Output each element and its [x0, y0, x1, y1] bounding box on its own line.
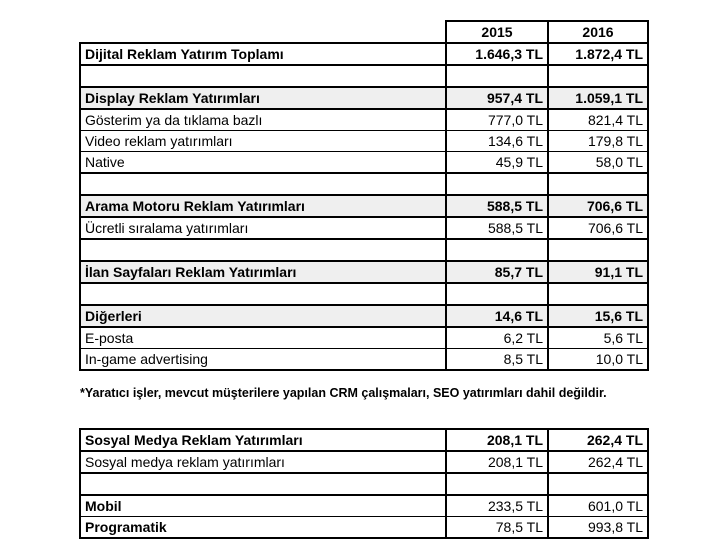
row-2015: 588,5 TL: [445, 217, 549, 240]
row-2015: 208,1 TL: [445, 451, 549, 474]
display-2016: 1.059,1 TL: [547, 86, 649, 110]
search-row: Arama Motoru Reklam Yatırımları 588,5 TL…: [79, 194, 649, 218]
table-row: In-game advertising 8,5 TL 10,0 TL: [79, 348, 649, 371]
social-row: Sosyal Medya Reklam Yatırımları 208,1 TL…: [79, 428, 649, 452]
programmatic-2016: 993,8 TL: [547, 516, 649, 539]
search-2015: 588,5 TL: [445, 194, 549, 218]
total-row: Dijital Reklam Yatırım Toplamı 1.646,3 T…: [79, 42, 649, 66]
table-row: Sosyal medya reklam yatırımları 208,1 TL…: [79, 451, 649, 474]
mobile-label: Mobil: [79, 494, 447, 517]
programmatic-2015: 78,5 TL: [445, 516, 549, 539]
total-2015: 1.646,3 TL: [445, 42, 549, 66]
row-label: Gösterim ya da tıklama bazlı: [79, 109, 447, 131]
table-row: Video reklam yatırımları 134,6 TL 179,8 …: [79, 130, 649, 152]
spacer-row: [79, 173, 649, 195]
row-2016: 179,8 TL: [547, 130, 649, 152]
row-2016: 5,6 TL: [547, 327, 649, 349]
classifieds-2016: 91,1 TL: [547, 260, 649, 284]
spacer-row: [79, 283, 649, 305]
row-label: In-game advertising: [79, 348, 447, 371]
row-2016: 10,0 TL: [547, 348, 649, 371]
table-row: Native 45,9 TL 58,0 TL: [79, 151, 649, 174]
classifieds-label: İlan Sayfaları Reklam Yatırımları: [79, 260, 447, 284]
footnote: *Yaratıcı işler, mevcut müşterilere yapı…: [80, 386, 607, 400]
investment-table-bottom: Sosyal Medya Reklam Yatırımları 208,1 TL…: [79, 428, 649, 539]
display-row: Display Reklam Yatırımları 957,4 TL 1.05…: [79, 86, 649, 110]
row-2015: 45,9 TL: [445, 151, 549, 174]
investment-table-top: 2015 2016 Dijital Reklam Yatırım Toplamı…: [79, 20, 649, 371]
row-label: Ücretli sıralama yatırımları: [79, 217, 447, 240]
spacer-row: [79, 65, 649, 87]
row-label: E-posta: [79, 327, 447, 349]
total-2016: 1.872,4 TL: [547, 42, 649, 66]
social-2015: 208,1 TL: [445, 428, 549, 452]
search-label: Arama Motoru Reklam Yatırımları: [79, 194, 447, 218]
others-2016: 15,6 TL: [547, 304, 649, 328]
row-2015: 777,0 TL: [445, 109, 549, 131]
others-label: Diğerleri: [79, 304, 447, 328]
row-2015: 134,6 TL: [445, 130, 549, 152]
row-2016: 262,4 TL: [547, 451, 649, 474]
classifieds-2015: 85,7 TL: [445, 260, 549, 284]
display-label: Display Reklam Yatırımları: [79, 86, 447, 110]
table-row: E-posta 6,2 TL 5,6 TL: [79, 327, 649, 349]
header-row: 2015 2016: [80, 20, 649, 43]
row-2015: 8,5 TL: [445, 348, 549, 371]
social-2016: 262,4 TL: [547, 428, 649, 452]
row-label: Native: [79, 151, 447, 174]
social-label: Sosyal Medya Reklam Yatırımları: [79, 428, 447, 452]
row-label: Sosyal medya reklam yatırımları: [79, 451, 447, 474]
total-label: Dijital Reklam Yatırım Toplamı: [79, 42, 447, 66]
mobile-2016: 601,0 TL: [547, 494, 649, 517]
row-2015: 6,2 TL: [445, 327, 549, 349]
classifieds-row: İlan Sayfaları Reklam Yatırımları 85,7 T…: [79, 260, 649, 284]
programmatic-row: Programatik 78,5 TL 993,8 TL: [79, 516, 649, 539]
row-2016: 821,4 TL: [547, 109, 649, 131]
programmatic-label: Programatik: [79, 516, 447, 539]
year-2015-header: 2015: [445, 20, 549, 43]
spacer-row: [79, 473, 649, 495]
year-2016-header: 2016: [547, 20, 649, 43]
row-label: Video reklam yatırımları: [79, 130, 447, 152]
mobile-row: Mobil 233,5 TL 601,0 TL: [79, 494, 649, 517]
spacer-row: [79, 239, 649, 261]
table-row: Gösterim ya da tıklama bazlı 777,0 TL 82…: [79, 109, 649, 131]
search-2016: 706,6 TL: [547, 194, 649, 218]
mobile-2015: 233,5 TL: [445, 494, 549, 517]
table-row: Ücretli sıralama yatırımları 588,5 TL 70…: [79, 217, 649, 240]
others-2015: 14,6 TL: [445, 304, 549, 328]
row-2016: 58,0 TL: [547, 151, 649, 174]
others-row: Diğerleri 14,6 TL 15,6 TL: [79, 304, 649, 328]
display-2015: 957,4 TL: [445, 86, 549, 110]
row-2016: 706,6 TL: [547, 217, 649, 240]
